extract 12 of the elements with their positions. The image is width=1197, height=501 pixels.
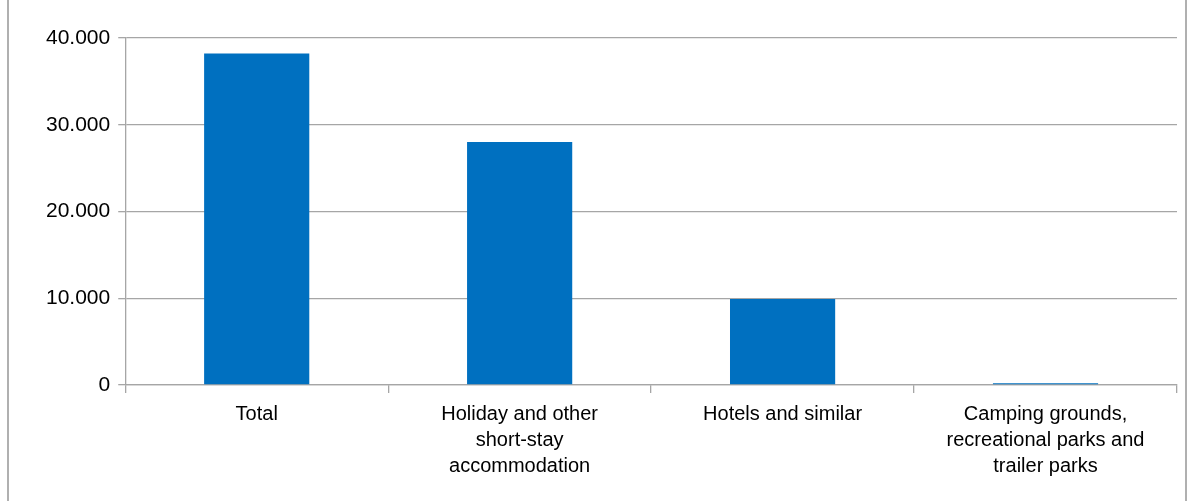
bar	[467, 142, 573, 385]
y-tick-label: 0	[98, 371, 111, 395]
y-tick-label: 10.000	[46, 285, 111, 309]
x-tick-label: Holiday and other short-stay accommodation	[441, 401, 599, 476]
x-tick-label: Total	[235, 401, 278, 424]
x-tick-label: Camping grounds, recreational parks and trailer parks	[946, 401, 1145, 476]
y-tick-label: 40.000	[46, 24, 111, 48]
y-tick-label: 30.000	[46, 111, 111, 135]
bar	[730, 299, 836, 385]
x-tick-label: Hotels and similar	[703, 401, 863, 424]
bar	[204, 53, 310, 385]
y-tick-label: 20.000	[46, 198, 111, 222]
